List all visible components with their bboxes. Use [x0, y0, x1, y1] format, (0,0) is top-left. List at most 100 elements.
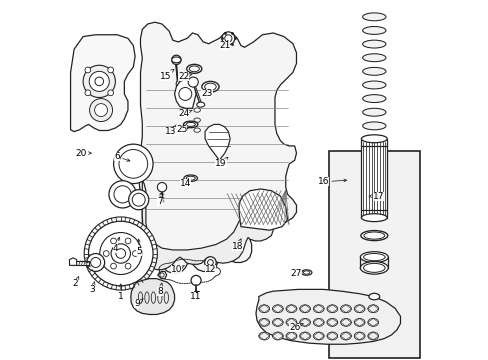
Ellipse shape [144, 292, 149, 303]
Text: 22: 22 [178, 72, 192, 81]
Ellipse shape [299, 305, 310, 313]
Circle shape [110, 238, 116, 244]
Text: 19: 19 [215, 157, 227, 168]
Text: 24: 24 [178, 109, 191, 118]
Ellipse shape [258, 305, 269, 313]
Ellipse shape [362, 135, 385, 143]
Ellipse shape [368, 293, 379, 300]
Circle shape [107, 90, 113, 96]
Text: 6: 6 [114, 152, 130, 161]
Ellipse shape [362, 81, 385, 89]
Text: 12: 12 [204, 265, 216, 274]
Polygon shape [174, 80, 196, 108]
Text: 15: 15 [160, 69, 174, 81]
Polygon shape [158, 271, 166, 279]
Circle shape [88, 221, 153, 286]
Text: 4: 4 [112, 237, 120, 253]
Ellipse shape [353, 319, 364, 326]
Ellipse shape [138, 292, 142, 303]
Polygon shape [255, 289, 400, 344]
Text: 14: 14 [179, 179, 191, 188]
Ellipse shape [362, 176, 385, 184]
Ellipse shape [362, 163, 385, 171]
Ellipse shape [362, 122, 385, 130]
Ellipse shape [326, 319, 337, 326]
Ellipse shape [301, 270, 311, 275]
Text: 5: 5 [136, 239, 142, 256]
Circle shape [128, 190, 148, 210]
Ellipse shape [183, 175, 197, 181]
Circle shape [90, 257, 101, 267]
Polygon shape [69, 258, 77, 265]
Circle shape [85, 90, 91, 96]
Circle shape [179, 87, 191, 100]
Text: 20: 20 [76, 149, 91, 158]
Ellipse shape [367, 305, 378, 313]
Text: 1: 1 [118, 284, 123, 301]
Circle shape [171, 55, 181, 64]
Circle shape [94, 104, 107, 117]
Ellipse shape [285, 319, 296, 326]
Ellipse shape [313, 332, 324, 340]
Ellipse shape [362, 149, 385, 157]
Circle shape [110, 263, 116, 269]
Circle shape [125, 263, 131, 269]
Polygon shape [142, 180, 273, 270]
Ellipse shape [299, 319, 310, 326]
Ellipse shape [340, 319, 351, 326]
Ellipse shape [189, 66, 199, 72]
Circle shape [125, 238, 131, 244]
Text: 27: 27 [290, 269, 302, 278]
Ellipse shape [340, 332, 351, 340]
Ellipse shape [360, 262, 387, 274]
Text: 18: 18 [231, 239, 243, 251]
Circle shape [207, 260, 213, 265]
Ellipse shape [164, 292, 168, 303]
Ellipse shape [367, 319, 378, 326]
Text: 26: 26 [288, 323, 303, 332]
Circle shape [89, 71, 109, 91]
Text: 9: 9 [134, 299, 143, 308]
Ellipse shape [194, 118, 200, 122]
Ellipse shape [194, 108, 200, 112]
Circle shape [111, 244, 130, 263]
Ellipse shape [183, 121, 198, 128]
Ellipse shape [185, 122, 195, 126]
Ellipse shape [363, 232, 384, 239]
Ellipse shape [313, 319, 324, 326]
Text: 7: 7 [157, 193, 163, 206]
Polygon shape [204, 125, 230, 160]
Ellipse shape [362, 54, 385, 62]
Ellipse shape [272, 305, 283, 313]
Circle shape [113, 144, 153, 184]
Circle shape [100, 233, 142, 274]
Circle shape [204, 257, 216, 268]
Text: 8: 8 [157, 283, 163, 296]
Ellipse shape [362, 95, 385, 103]
Ellipse shape [340, 305, 351, 313]
Text: 16: 16 [317, 177, 346, 186]
Circle shape [103, 251, 109, 256]
Circle shape [132, 251, 138, 256]
Circle shape [89, 99, 112, 122]
Ellipse shape [186, 176, 195, 180]
Ellipse shape [258, 319, 269, 326]
Ellipse shape [204, 83, 216, 90]
Circle shape [157, 183, 166, 192]
Circle shape [132, 193, 145, 206]
Ellipse shape [202, 81, 219, 92]
Ellipse shape [362, 67, 385, 75]
Text: 10: 10 [170, 265, 184, 274]
Ellipse shape [313, 305, 324, 313]
Polygon shape [137, 22, 296, 273]
Ellipse shape [360, 252, 387, 262]
Ellipse shape [186, 64, 202, 73]
Ellipse shape [171, 57, 181, 63]
Ellipse shape [285, 332, 296, 340]
Bar [361, 139, 386, 218]
Bar [72, 261, 89, 265]
Circle shape [222, 32, 234, 45]
Ellipse shape [196, 102, 204, 107]
Text: 13: 13 [165, 125, 176, 136]
Ellipse shape [151, 292, 155, 303]
